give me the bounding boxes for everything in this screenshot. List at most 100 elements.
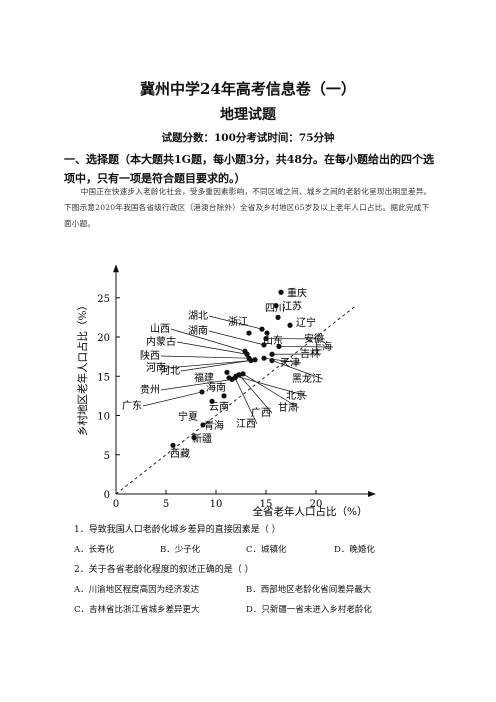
leader-line: [208, 315, 263, 330]
data-point: [276, 343, 282, 350]
leader-line: [278, 346, 334, 348]
data-point: [261, 355, 267, 361]
page-title: 冀州中学24年高考信息卷（一）: [140, 80, 356, 98]
data-point: [170, 442, 176, 448]
point-label: 重庆: [287, 286, 307, 299]
point-label: 辽宁: [296, 316, 316, 329]
point-label: 广西: [251, 407, 271, 419]
point-label: 青海: [204, 419, 224, 432]
data-point: [221, 393, 227, 399]
point-label: 宁夏: [178, 410, 198, 423]
question-1-stem: 1．导致我国人口老龄化城乡差异的直接因素是（ ）: [74, 525, 281, 535]
leader-line: [234, 377, 258, 425]
data-point: [275, 314, 281, 320]
point-label: 新疆: [192, 432, 212, 445]
data-point: [244, 351, 250, 357]
leader-line: [142, 391, 203, 407]
question-1-option-b: B．少子化: [160, 545, 201, 555]
y-axis-arrow: [113, 264, 119, 273]
data-point: [273, 303, 279, 309]
intro-paragraph: 中国正在快速步入老龄化社会，受多重因素影响，不同区域之间、城乡之间的老龄化呈现出…: [64, 187, 432, 228]
data-point: [224, 369, 230, 375]
y-tick-label: 25: [97, 294, 110, 305]
point-label: 湖北: [188, 310, 208, 322]
leader-line: [166, 360, 252, 369]
point-label: 河南: [146, 361, 166, 374]
point-label: 陕西: [140, 349, 160, 362]
y-tick-label: 15: [97, 372, 110, 383]
y-tick-label: 10: [97, 412, 110, 423]
data-point: [278, 289, 284, 295]
leader-line: [238, 374, 273, 414]
x-tick-label: 15: [260, 499, 273, 510]
point-label: 贵州: [140, 383, 160, 396]
leader-line: [176, 341, 248, 355]
question-2-option-c: C．吉林省比浙江省城乡差异更大: [74, 605, 200, 615]
data-point: [259, 326, 265, 332]
data-point: [252, 357, 258, 363]
data-point: [264, 330, 270, 336]
y-axis-label: 乡村地区老年人口占比（%）: [76, 300, 89, 436]
point-label: 黑龙江: [292, 372, 322, 385]
point-label: 内蒙古: [146, 335, 176, 348]
point-label: 福建: [194, 371, 214, 384]
y-tick-label: 5: [104, 451, 110, 462]
leader-line: [170, 328, 246, 352]
data-point: [246, 330, 252, 336]
point-label: 海南: [206, 381, 226, 394]
x-axis-arrow: [368, 491, 376, 497]
point-label: 天津: [280, 357, 300, 369]
data-point: [269, 351, 275, 357]
point-label: 云南: [209, 400, 229, 413]
data-point: [209, 398, 215, 404]
x-axis-label: 全省老年人口占比（%）: [253, 505, 368, 518]
y-tick-label: 0: [104, 490, 110, 501]
leader-line: [180, 359, 256, 372]
point-label: 浙江: [228, 316, 248, 328]
data-point: [236, 372, 242, 378]
section-heading: 一、选择题（本大题共1G题，每小题3分，共48分。在每小题给出的四个选项中，只有…: [64, 153, 435, 185]
x-tick-label: 20: [310, 499, 323, 510]
question-2-option-a: A．川渝地区程度高因为经济发达: [74, 585, 200, 595]
y-tick-label: 20: [97, 333, 110, 344]
leader-line: [208, 330, 265, 346]
leader-line: [271, 360, 324, 380]
page-subtitle: 地理试题: [220, 107, 276, 123]
x-tick-label: 0: [113, 499, 119, 510]
question-1-option-a: A．长寿化: [74, 545, 115, 555]
question-1-option-c: C．城镇化: [246, 545, 287, 555]
point-label: 河北: [160, 365, 180, 377]
reference-line: [115, 305, 357, 495]
leader-line: [235, 375, 308, 397]
point-label: 四川: [265, 303, 285, 314]
point-label: 北京: [286, 389, 306, 402]
scatter-chart: 0 5 10 15 20 0 5 10 15 20 25 全省老年人口占比（%） 乡村地区老年人口占比（…: [76, 264, 376, 518]
data-point: [232, 375, 238, 381]
exam-meta: 试题分数：100分考试时间：75分钟: [161, 132, 335, 144]
point-label: 甘肃: [278, 401, 298, 414]
question-1-option-d: D．晚婚化: [334, 545, 375, 555]
data-point: [199, 389, 205, 395]
point-label: 吉林: [300, 347, 320, 360]
data-point: [269, 357, 275, 364]
leader-line: [242, 373, 300, 409]
data-point: [263, 335, 269, 342]
point-label: 上海: [312, 340, 332, 353]
question-2-stem: 2．关于各省老龄化程度的叙述正确的是（ ）: [74, 565, 254, 575]
question-2-option-b: B．西部地区老龄化省间差异最大: [246, 585, 372, 595]
leader-line: [160, 355, 250, 359]
point-label: 江苏: [282, 300, 302, 313]
point-label: 安徽: [304, 332, 324, 345]
data-point: [261, 342, 267, 348]
point-label: 江西: [236, 418, 256, 430]
leader-line: [160, 379, 233, 391]
question-2-option-d: D．只新疆一省未进入乡村老龄化: [246, 605, 372, 615]
data-point: [191, 434, 197, 441]
point-label: 湖南: [188, 324, 208, 337]
x-tick-label: 10: [210, 499, 223, 510]
point-label: 西藏: [170, 448, 190, 460]
point-label: 广东: [122, 399, 142, 412]
data-point: [200, 422, 206, 428]
x-tick-label: 5: [163, 499, 169, 510]
point-label: 山西: [150, 323, 170, 335]
